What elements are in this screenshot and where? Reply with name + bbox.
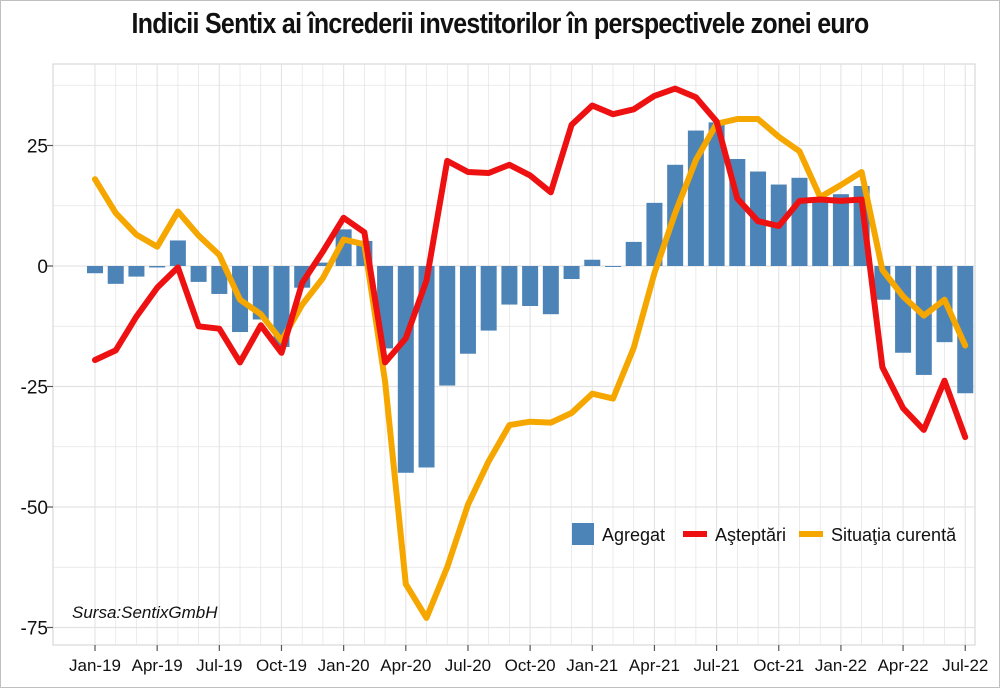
bar-aggregate: [791, 177, 808, 266]
bar-aggregate: [957, 266, 974, 394]
legend-label-aggregate: Agregat: [602, 525, 665, 545]
y-tick-label: -25: [21, 378, 48, 399]
plot-panel: [52, 63, 976, 646]
bar-aggregate: [584, 259, 601, 266]
chart-title: Indicii Sentix ai încrederii investitori…: [131, 8, 869, 40]
axes: 25 0 -25 -50 -75 Jan-19 Apr-19 Jul-19 Oct-19 Jan-…: [21, 137, 989, 676]
bar-aggregate: [605, 266, 621, 267]
bar-aggregate: [915, 266, 932, 375]
y-tick-label: -75: [21, 619, 48, 640]
x-tick-label: Jan-19: [69, 656, 121, 675]
bar-aggregate: [128, 266, 145, 277]
y-tick-label: 25: [27, 137, 48, 158]
bar-aggregate: [169, 240, 186, 266]
x-tick-label: Apr-22: [878, 656, 929, 675]
x-tick-label: Oct-19: [256, 656, 307, 675]
x-tick-label: Jul-21: [693, 656, 739, 675]
bar-aggregate: [273, 266, 290, 347]
source-note: Sursa:SentixGmbH: [72, 603, 218, 622]
x-tick-label: Apr-20: [380, 656, 431, 675]
bar-aggregate: [501, 266, 518, 305]
x-tick-label: Oct-20: [505, 656, 556, 675]
x-tick-label: Jul-22: [942, 656, 988, 675]
legend-label-current: Situaţia curentă: [831, 525, 957, 545]
x-tick-label: Jan-20: [318, 656, 370, 675]
bar-aggregate: [625, 241, 642, 266]
x-tick-label: Apr-19: [132, 656, 183, 675]
bar-aggregate: [522, 266, 539, 307]
y-tick-label: 0: [37, 257, 48, 278]
bar-aggregate: [418, 266, 435, 468]
bar-aggregate: [211, 266, 228, 294]
bar-aggregate: [397, 266, 414, 473]
bar-aggregate: [459, 266, 476, 354]
bar-aggregate: [190, 266, 207, 282]
bar-aggregate: [832, 194, 849, 266]
bar-aggregate: [542, 266, 559, 315]
bar-aggregate: [708, 122, 725, 266]
bar-aggregate: [149, 266, 166, 268]
bar-aggregate: [812, 200, 829, 266]
bar-aggregate: [480, 266, 497, 331]
legend: Agregat Aşteptări Situaţia curentă: [572, 523, 957, 545]
y-tick-label: -50: [21, 498, 48, 519]
x-tick-label: Jul-19: [196, 656, 242, 675]
bar-aggregate: [252, 266, 269, 320]
lines: [92, 85, 969, 621]
bar-aggregate: [646, 202, 663, 266]
grid: [52, 63, 976, 646]
x-tick-label: Jul-20: [445, 656, 491, 675]
bar-aggregate: [87, 266, 103, 274]
bar-aggregate: [563, 266, 580, 280]
legend-label-expectations: Aşteptări: [715, 525, 786, 545]
x-tick-label: Jan-21: [566, 656, 618, 675]
bar-aggregate: [439, 266, 456, 386]
bar-aggregate: [314, 262, 331, 266]
legend-swatch-aggregate: [572, 523, 594, 545]
x-tick-label: Jan-22: [815, 656, 867, 675]
line-expectations: [92, 85, 969, 441]
bar-aggregate: [107, 266, 124, 284]
x-tick-label: Oct-21: [753, 656, 804, 675]
x-tick-label: Apr-21: [629, 656, 680, 675]
bar-aggregate: [895, 266, 912, 353]
